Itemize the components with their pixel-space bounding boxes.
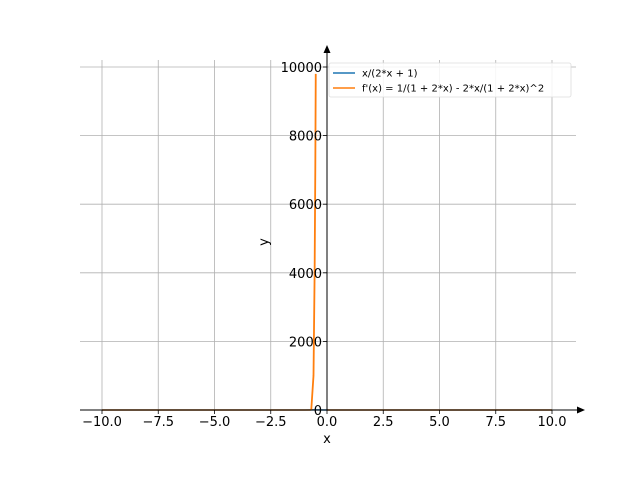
x-tick-label: 7.5 — [485, 415, 506, 430]
legend-box — [328, 62, 572, 98]
y-tick-label: 8000 — [289, 130, 322, 145]
y-tick-label: 10000 — [281, 61, 322, 76]
x-tick-label: −10.0 — [82, 415, 122, 430]
x-tick-label: 5.0 — [429, 415, 450, 430]
y-axis-arrow — [323, 45, 331, 53]
y-tick-label: 6000 — [289, 198, 322, 213]
y-tick-label: 0 — [314, 404, 322, 419]
x-tick-label: −5.0 — [199, 415, 231, 430]
y-tick-label: 4000 — [289, 267, 322, 282]
legend-label: x/(2*x + 1) — [362, 69, 418, 80]
y-tick-label: 2000 — [289, 335, 322, 350]
legend-label: f'(x) = 1/(1 + 2*x) - 2*x/(1 + 2*x)^2 — [362, 84, 544, 95]
axes: −10.0 −7.5 −5.0 −2.5 0.0 2.5 5.0 7.5 10.0 0 2000 40… — [80, 45, 585, 430]
grid — [80, 60, 576, 411]
x-axis-label: x — [323, 432, 331, 447]
legend: x/(2*x + 1) f'(x) = 1/(1 + 2*x) - 2*x/(1 … — [328, 62, 572, 98]
y-axis-label: y — [257, 238, 272, 246]
x-tick-label: −2.5 — [255, 415, 287, 430]
x-tick-label: 10.0 — [538, 415, 567, 430]
x-tick-label: 0.0 — [317, 415, 338, 430]
x-tick-label: −7.5 — [142, 415, 174, 430]
x-tick-label: 2.5 — [373, 415, 394, 430]
series-line-2-spike — [310, 73, 317, 411]
x-axis-arrow — [577, 406, 585, 414]
